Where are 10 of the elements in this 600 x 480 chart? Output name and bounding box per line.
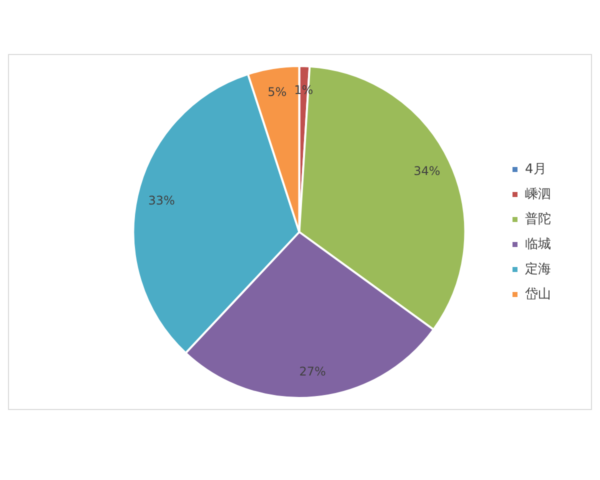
legend-label: 4月: [525, 162, 546, 177]
data-label: 5%: [268, 84, 287, 99]
legend-label: 普陀: [525, 210, 551, 227]
legend-label: 岱山: [525, 286, 551, 302]
legend-label: 临城: [525, 236, 551, 252]
legend-label: 定海: [525, 262, 551, 277]
data-label: 34%: [414, 164, 440, 178]
legend-label: 嵊泗: [525, 186, 551, 202]
data-label: 33%: [148, 193, 175, 208]
data-label: 27%: [299, 364, 326, 379]
